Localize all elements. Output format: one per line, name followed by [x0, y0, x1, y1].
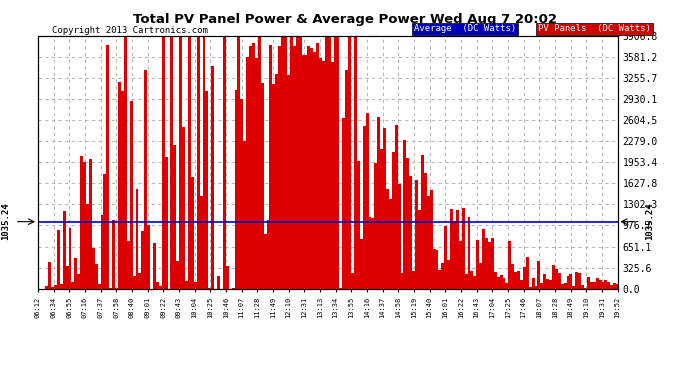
Text: Average  (DC Watts): Average (DC Watts)	[414, 24, 516, 33]
Text: 1035.24: 1035.24	[1, 203, 10, 240]
Text: PV Panels  (DC Watts): PV Panels (DC Watts)	[538, 24, 651, 33]
Text: Total PV Panel Power & Average Power Wed Aug 7 20:02: Total PV Panel Power & Average Power Wed…	[133, 13, 557, 26]
Text: Copyright 2013 Cartronics.com: Copyright 2013 Cartronics.com	[52, 26, 208, 35]
Text: 1035.24: 1035.24	[645, 203, 654, 240]
